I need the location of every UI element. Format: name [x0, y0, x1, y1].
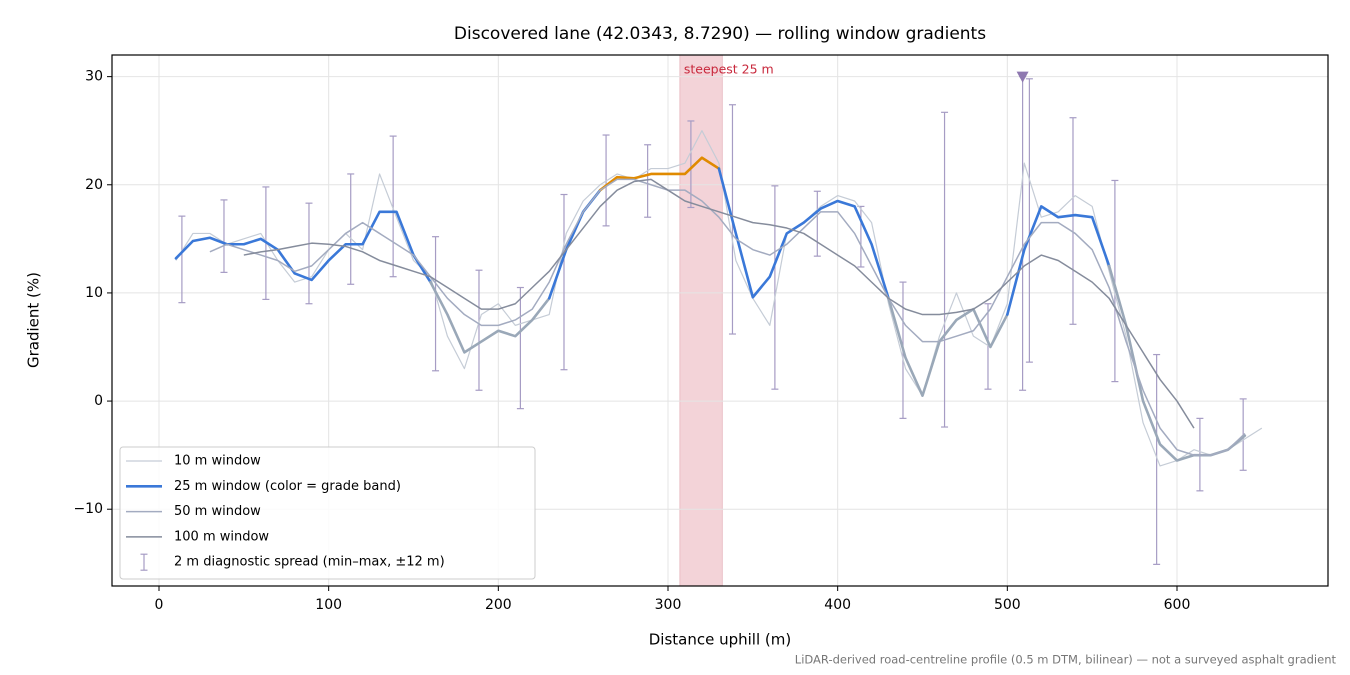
y-tick-label: 0: [94, 393, 103, 409]
error-bar: [687, 120, 695, 209]
error-bar: [220, 199, 228, 273]
error-bar: [941, 111, 949, 428]
x-tick-label: 500: [994, 597, 1021, 613]
x-tick-label: 0: [155, 597, 164, 613]
legend-label: 50 m window: [174, 504, 261, 519]
x-tick-label: 400: [824, 597, 851, 613]
error-bar: [1153, 353, 1161, 565]
legend: 10 m window 25 m window (color = grade ba…: [119, 446, 536, 580]
y-tick-label: 10: [85, 285, 103, 301]
line-segment: [887, 297, 1009, 397]
error-bar: [1025, 78, 1033, 363]
x-tick-label: 100: [315, 597, 342, 613]
error-bar: [432, 236, 440, 372]
error-bar: [1069, 117, 1077, 325]
error-bar: [1019, 76, 1027, 391]
error-bar: [516, 286, 524, 410]
line-segment: [598, 156, 721, 192]
line-segment: [174, 210, 432, 284]
peak-marker: [1016, 71, 1029, 83]
line-segment: [1006, 205, 1111, 316]
line: [243, 178, 1195, 429]
legend-box: [119, 446, 536, 580]
error-bar: [560, 193, 568, 371]
legend-label: 2 m diagnostic spread (min–max, ±12 m): [174, 555, 445, 570]
legend-label: 100 m window: [174, 529, 269, 544]
error-bar: [347, 173, 355, 285]
highlight-span: [679, 54, 723, 587]
span-label: steepest 25 m: [684, 62, 774, 77]
legend-label: 25 m window (color = grade band): [174, 479, 401, 494]
plot-frame: [111, 54, 1329, 587]
x-tick-label: 600: [1164, 597, 1191, 613]
y-tick-label: 20: [85, 177, 103, 193]
line-segment: [717, 167, 890, 300]
error-bar: [475, 269, 483, 391]
x-tick-label: 300: [655, 597, 682, 613]
x-tick-label: 200: [485, 597, 512, 613]
line: [209, 178, 1246, 456]
chart-title: Discovered lane (42.0343, 8.7290) — roll…: [454, 24, 986, 44]
line-segment: [429, 280, 551, 354]
y-tick-label: 30: [85, 69, 103, 85]
error-bar: [178, 215, 186, 304]
error-bar: [984, 303, 992, 390]
x-axis-label: Distance uphill (m): [649, 631, 791, 649]
footnote: LiDAR-derived road-centreline profile (0…: [795, 653, 1337, 667]
error-bar: [1111, 179, 1119, 383]
error-bar: [771, 185, 779, 390]
error-bar: [813, 190, 821, 257]
legend-label: 10 m window: [174, 454, 261, 469]
error-bar: [644, 144, 652, 218]
error-bar: [389, 135, 397, 278]
y-tick-label: −10: [73, 501, 103, 517]
line-segment: [547, 188, 602, 300]
error-bar: [305, 202, 313, 305]
y-axis-label: Gradient (%): [25, 272, 43, 368]
